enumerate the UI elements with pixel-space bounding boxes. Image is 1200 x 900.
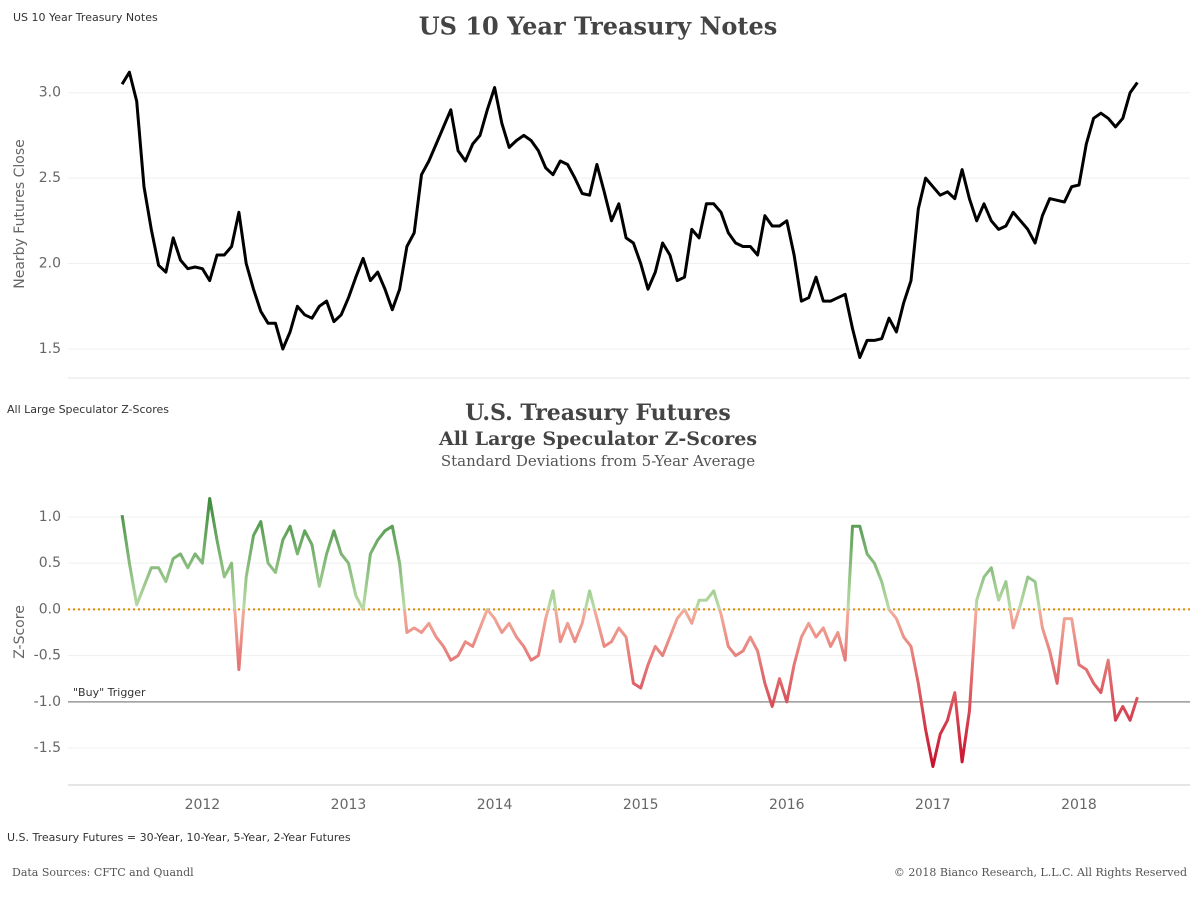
x-tick-label: 2017 (915, 797, 951, 813)
line (120, 70, 1139, 359)
y-tick-label: 1.5 (39, 341, 61, 357)
sources: Data Sources: CFTC and Quandl (12, 866, 194, 879)
reference-label: "Buy" Trigger (73, 686, 146, 699)
x-tick-label: 2018 (1061, 797, 1097, 813)
x-tick-label: 2013 (331, 797, 367, 813)
x-tick-label: 2016 (769, 797, 805, 813)
y-axis-label: Nearby Futures Close (12, 139, 28, 289)
chart-subtitle: All Large Speculator Z-Scores (438, 428, 757, 450)
x-tick-label: 2015 (623, 797, 659, 813)
chart-subtitle: Standard Deviations from 5-Year Average (441, 452, 755, 470)
y-tick-label: 0.0 (39, 601, 61, 617)
chart-title: U.S. Treasury Futures (465, 400, 731, 426)
y-tick-label: 0.5 (39, 555, 61, 571)
y-tick-label: 2.0 (39, 256, 61, 272)
y-tick-label: 3.0 (39, 85, 61, 101)
y-tick-label: 2.5 (39, 170, 61, 186)
x-tick-label: 2012 (185, 797, 221, 813)
copyright: © 2018 Bianco Research, L.L.C. All Right… (894, 866, 1187, 879)
y-tick-label: -1.0 (34, 694, 61, 710)
y-tick-label: 1.0 (39, 509, 61, 525)
line (120, 497, 1139, 768)
sheet-name: US 10 Year Treasury Notes (13, 11, 158, 24)
sheet-name: All Large Speculator Z-Scores (7, 403, 169, 416)
y-tick-label: -0.5 (34, 648, 61, 664)
x-tick-label: 2014 (477, 797, 513, 813)
chart-title: US 10 Year Treasury Notes (419, 12, 778, 41)
y-axis-label: Z-Score (12, 605, 28, 659)
y-tick-label: -1.5 (34, 740, 61, 756)
footnote: U.S. Treasury Futures = 30-Year, 10-Year… (7, 831, 351, 844)
